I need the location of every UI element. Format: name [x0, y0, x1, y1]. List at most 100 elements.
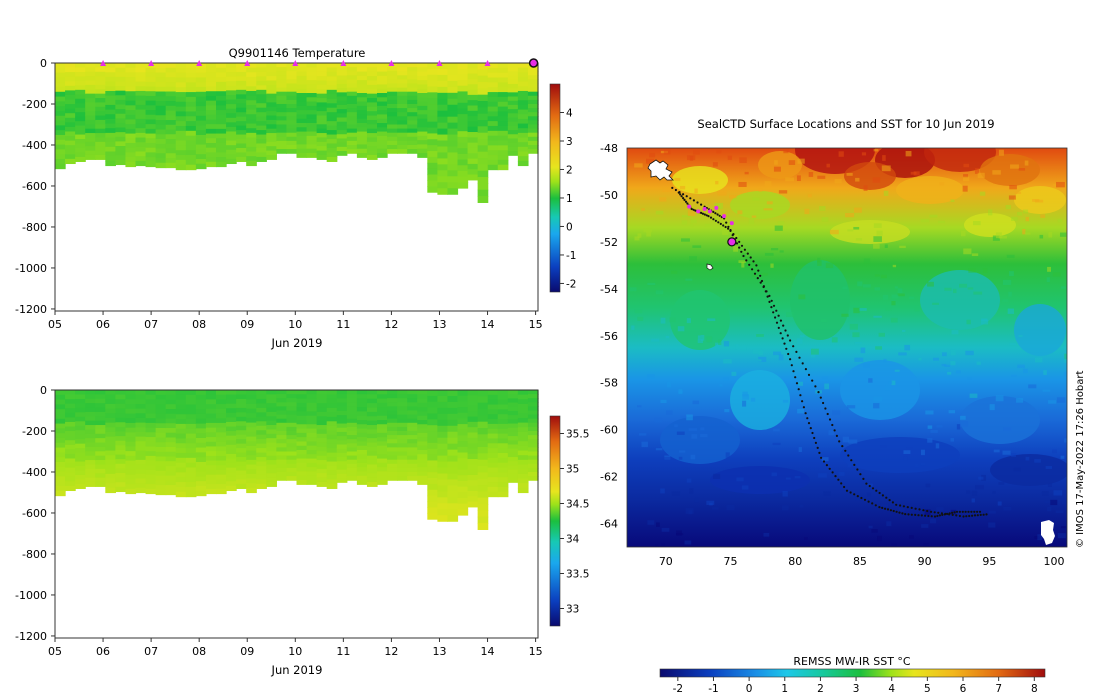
- track-point: [684, 200, 688, 203]
- sst-speckle: [838, 472, 845, 476]
- profile-cell: [145, 100, 157, 106]
- profile-cell: [346, 120, 358, 126]
- profile-cell: [336, 67, 348, 72]
- profile-cell: [447, 515, 459, 522]
- profile-cell: [246, 156, 257, 162]
- profile-cell: [366, 141, 378, 147]
- profile-cell: [115, 63, 127, 69]
- profile-cell: [185, 390, 197, 396]
- profile-cell: [205, 67, 217, 73]
- profile-cell: [115, 417, 127, 423]
- profile-cell: [296, 467, 308, 473]
- profile-cell: [276, 406, 288, 412]
- profile-cell: [377, 101, 388, 107]
- profile-cell: [497, 428, 509, 435]
- profile-cell: [356, 80, 368, 86]
- profile-cell: [407, 418, 418, 424]
- profile-cell: [236, 76, 247, 82]
- profile-cell: [427, 127, 438, 135]
- profile-cell: [336, 394, 348, 399]
- profile-cell: [457, 108, 469, 115]
- profile-cell: [427, 63, 438, 70]
- profile-cell: [226, 104, 237, 110]
- profile-cell: [95, 124, 106, 130]
- profile-cell: [155, 428, 167, 434]
- track-point: [775, 309, 778, 312]
- profile-cell: [467, 163, 479, 170]
- profile-cell: [497, 130, 509, 137]
- profile-cell: [377, 144, 388, 150]
- profile-cell: [316, 398, 328, 404]
- profile-cell: [346, 447, 358, 453]
- profile-cell: [286, 471, 298, 477]
- profile-cell: [346, 398, 358, 403]
- profile-cell: [236, 457, 247, 463]
- profile-cell: [195, 457, 207, 463]
- track-point: [849, 491, 852, 494]
- profile-cell: [387, 435, 398, 440]
- sst-speckle: [691, 434, 698, 439]
- track-point: [756, 277, 759, 280]
- sst-speckle: [655, 210, 664, 215]
- profile-cell: [55, 433, 66, 439]
- profile-cell: [286, 103, 298, 109]
- profile-cell: [417, 454, 428, 460]
- profile-cell: [75, 448, 86, 454]
- profile-cell: [477, 447, 489, 454]
- profile-cell: [477, 428, 489, 435]
- sst-speckle: [764, 252, 774, 256]
- profile-cell: [306, 411, 318, 417]
- profile-cell: [75, 452, 86, 458]
- profile-cell: [296, 144, 308, 150]
- profile-cell: [266, 464, 277, 470]
- profile-cell: [407, 95, 418, 101]
- profile-cell: [55, 466, 66, 473]
- profile-cell: [195, 423, 207, 429]
- profile-cell: [326, 398, 338, 405]
- sst-speckle: [941, 363, 947, 367]
- profile-cell: [487, 155, 499, 161]
- sst-speckle: [997, 501, 1002, 506]
- profile-cell: [407, 75, 418, 80]
- profile-cell: [226, 472, 237, 478]
- sst-speckle: [826, 163, 830, 168]
- sst-speckle: [694, 497, 699, 503]
- profile-cell: [497, 399, 509, 406]
- profile-cell: [266, 146, 277, 152]
- profile-cell: [397, 75, 408, 80]
- profile-cell: [467, 121, 479, 128]
- profile-cell: [417, 398, 428, 404]
- salinity-x-ticks: 05 06 07 08 09 10 11 12 13 14 15: [48, 638, 543, 658]
- sst-speckle: [717, 190, 727, 196]
- profile-cell: [216, 77, 227, 83]
- sst-speckle: [898, 352, 907, 356]
- profile-cell: [527, 459, 539, 465]
- temperature-x-tick-label: 09: [240, 318, 254, 331]
- profile-cell: [356, 127, 368, 133]
- profile-cell: [437, 515, 449, 522]
- profile-cell: [85, 398, 96, 404]
- track-point: [753, 272, 757, 275]
- profile-cell: [246, 100, 257, 106]
- profile-cell: [205, 91, 217, 97]
- profile-cell: [85, 146, 96, 152]
- profile-cell: [326, 470, 338, 476]
- profile-cell: [417, 411, 428, 417]
- sst-speckle: [951, 330, 959, 335]
- profile-cell: [527, 422, 539, 428]
- profile-cell: [256, 143, 267, 149]
- profile-cell: [85, 446, 96, 452]
- sst-speckle: [707, 318, 716, 322]
- profile-cell: [276, 467, 288, 473]
- profile-cell: [356, 441, 368, 447]
- profile-cell: [527, 430, 539, 436]
- profile-cell: [316, 411, 328, 417]
- profile-cell: [397, 422, 408, 428]
- sst-speckle: [742, 400, 747, 407]
- profile-cell: [306, 458, 318, 464]
- sst-speckle: [842, 436, 849, 443]
- profile-cell: [447, 491, 459, 498]
- profile-cell: [417, 101, 428, 107]
- profile-cell: [437, 467, 449, 475]
- profile-cell: [266, 481, 277, 487]
